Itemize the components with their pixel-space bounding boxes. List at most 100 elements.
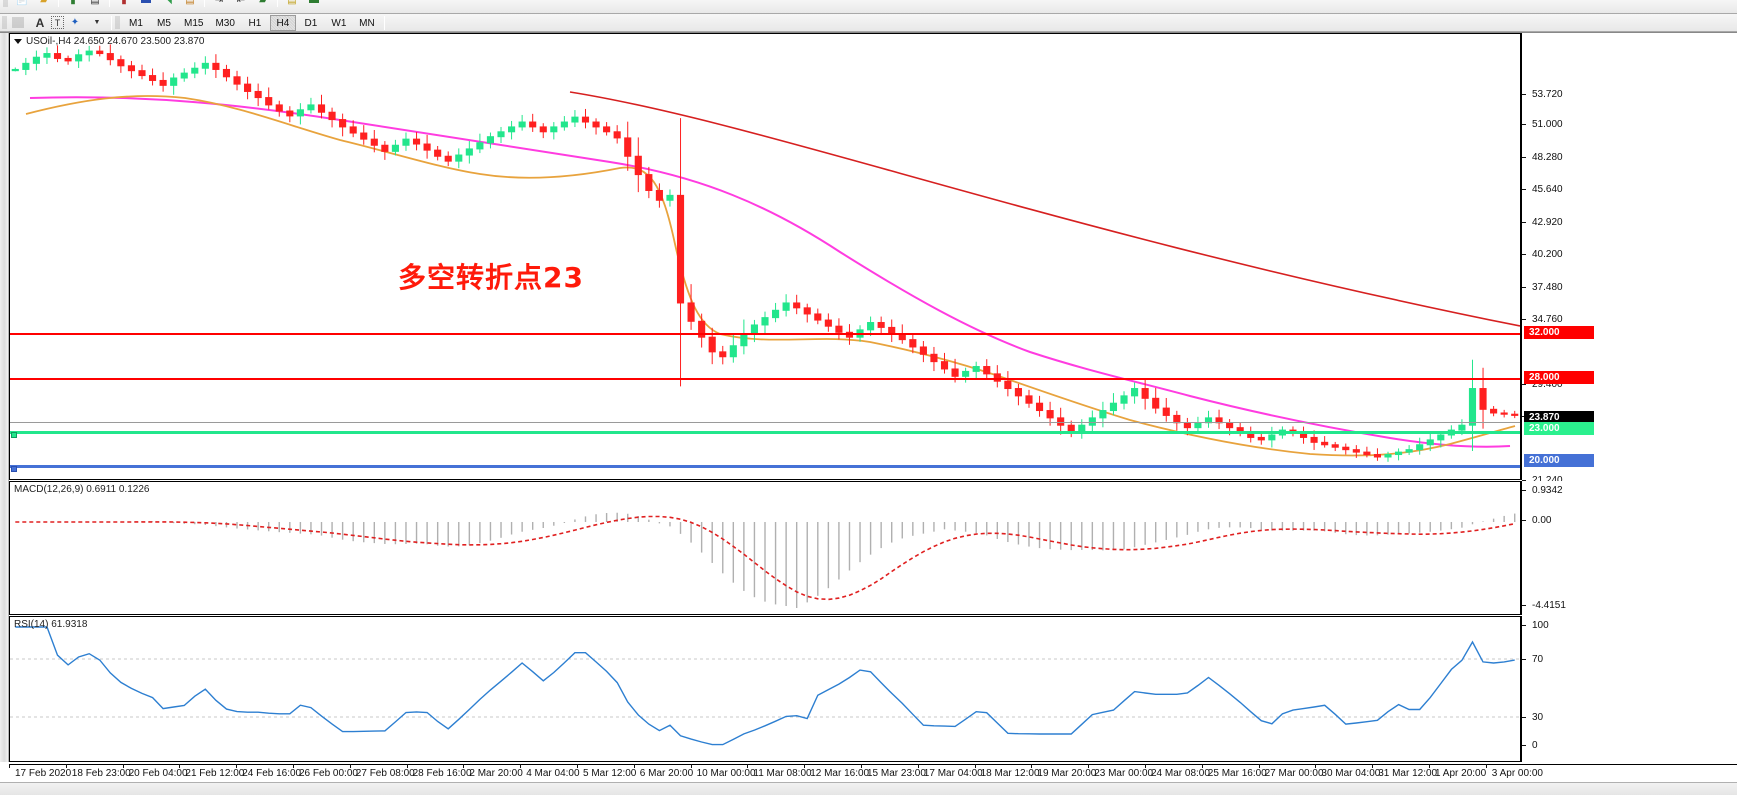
price-tick-51-000: 51.000: [1522, 119, 1563, 131]
toolbar-upper-clipped[interactable]: 📄 ▰ ▮ ▤ ▮ ▬ ◥ ▤ ⇥ ⇤ ▰ ▤ ▬: [0, 0, 1737, 14]
rsi-label: RSI(14) 61.9318: [14, 619, 88, 630]
timeframe-button-m30[interactable]: M30: [215, 17, 235, 29]
templates-icon[interactable]: ▤: [287, 0, 297, 6]
time-label-5: 26 Feb 00:00: [293, 764, 358, 779]
symbol-header-text: USOil-,H4 24.650 24.670 23.500 23.870: [26, 36, 205, 47]
toolbar-grip-icon[interactable]: [2, 16, 7, 29]
price-tag-20-000[interactable]: 20.000: [1524, 454, 1594, 467]
text-icon[interactable]: A: [35, 15, 45, 30]
level-line-20[interactable]: [10, 465, 1520, 472]
time-label-3: 21 Feb 12:00: [179, 764, 245, 779]
save-icon[interactable]: ▮: [70, 0, 76, 6]
indicators-icon[interactable]: ▰: [259, 0, 267, 6]
time-label-11: 6 Mar 20:00: [633, 764, 694, 779]
toolbar-grip-icon[interactable]: [3, 0, 8, 7]
time-label-15: 15 Mar 23:00: [861, 764, 926, 779]
status-bar: [0, 782, 1737, 795]
level-line-28[interactable]: [10, 378, 1520, 380]
timeframe-button-h1[interactable]: H1: [248, 17, 262, 29]
macd-tick-2: -4.4151: [1522, 600, 1566, 612]
price-tick-45-640: 45.640: [1522, 184, 1563, 196]
time-label-4: 24 Feb 16:00: [236, 764, 302, 779]
rsi-axis[interactable]: 100 70 30 0: [1521, 616, 1737, 762]
new-order-icon[interactable]: 📄: [15, 0, 29, 6]
print-icon[interactable]: ▤: [90, 0, 100, 6]
properties-icon[interactable]: ▬: [309, 0, 319, 6]
time-label-7: 28 Feb 16:00: [406, 764, 472, 779]
level-line-23870[interactable]: [10, 422, 1520, 423]
level-line-32[interactable]: [10, 333, 1520, 335]
bar-chart-icon[interactable]: ▮: [121, 0, 127, 6]
macd-axis[interactable]: 0.9342 0.00 -4.4151: [1521, 481, 1737, 615]
rsi-pane[interactable]: RSI(14) 61.9318: [9, 616, 1521, 762]
chart-area: USOil-,H4 24.650 24.670 23.500 23.870 多空…: [0, 32, 1737, 795]
macd-pane[interactable]: MACD(12,26,9) 0.6911 0.1226: [9, 481, 1521, 615]
time-label-16: 17 Mar 04:00: [917, 764, 983, 779]
time-label-2: 20 Feb 04:00: [122, 764, 188, 779]
time-label-6: 27 Feb 08:00: [349, 764, 415, 779]
time-label-14: 12 Mar 16:00: [804, 764, 870, 779]
time-label-9: 4 Mar 04:00: [520, 764, 580, 779]
price-tag-28-000[interactable]: 28.000: [1524, 371, 1594, 384]
timeframe-button-d1[interactable]: D1: [304, 17, 318, 29]
price-pane[interactable]: USOil-,H4 24.650 24.670 23.500 23.870 多空…: [9, 33, 1521, 480]
dropdown-caret-icon[interactable]: ▼: [93, 19, 101, 26]
timeframe-button-h4[interactable]: H4: [269, 14, 296, 31]
time-label-20: 24 Mar 08:00: [1145, 764, 1210, 779]
chart-annotation-text: 多空转折点23: [398, 261, 584, 294]
zoom-in-icon[interactable]: ▤: [185, 0, 195, 6]
price-tag-23-870[interactable]: 23.870: [1524, 411, 1594, 424]
timeframe-button-mn[interactable]: MN: [359, 17, 375, 29]
timeframe-button-group[interactable]: M1 M5 M15 M30 H1 H4 D1 W1 MN: [120, 14, 381, 31]
time-label-8: 2 Mar 20:00: [463, 764, 523, 779]
rsi-tick-0: 0: [1522, 740, 1538, 752]
macd-tick-1: 0.00: [1522, 515, 1551, 527]
time-label-1: 18 Feb 23:00: [65, 764, 131, 779]
price-tick-40-200: 40.200: [1522, 249, 1563, 261]
candlestick-series: [11, 44, 1519, 462]
time-label-23: 30 Mar 04:00: [1315, 764, 1381, 779]
timeframe-button-w1[interactable]: W1: [331, 17, 347, 29]
price-tag-32-000[interactable]: 32.000: [1524, 326, 1594, 339]
macd-tick-0: 0.9342: [1522, 485, 1563, 497]
symbol-dropdown-caret-icon[interactable]: [14, 38, 22, 44]
time-label-13: 11 Mar 08:00: [747, 764, 812, 779]
vertical-scroll-rail[interactable]: [0, 33, 9, 762]
rsi-tick-70: 70: [1522, 654, 1543, 666]
crosshair-icon[interactable]: [7, 15, 29, 31]
price-tick-21-240: 21.240: [1522, 475, 1563, 487]
timeframe-button-m5[interactable]: M5: [157, 17, 171, 29]
rsi-tick-100: 100: [1522, 620, 1549, 632]
rsi-tick-30: 30: [1522, 712, 1543, 724]
candle-chart-icon[interactable]: ▬: [141, 0, 151, 6]
timeframe-grip-icon[interactable]: [115, 16, 120, 29]
timeframe-button-m15[interactable]: M15: [184, 17, 204, 29]
time-label-25: 1 Apr 20:00: [1428, 764, 1487, 779]
magic-wand-icon[interactable]: ✦: [70, 17, 80, 28]
folder-icon[interactable]: ▰: [40, 0, 48, 6]
price-tick-42-920: 42.920: [1522, 217, 1563, 229]
price-axis[interactable]: 53.720 51.000 48.280 45.640 42.920 40.200 37.4…: [1521, 33, 1737, 519]
chart-shift-icon[interactable]: ⇤: [236, 0, 246, 6]
timeframe-button-m1[interactable]: M1: [129, 17, 143, 29]
price-tick-48-280: 48.280: [1522, 152, 1563, 164]
time-label-21: 25 Mar 16:00: [1201, 764, 1267, 779]
time-label-18: 19 Mar 20:00: [1031, 764, 1097, 779]
time-label-22: 27 Mar 00:00: [1258, 764, 1324, 779]
time-label-26: 3 Apr 00:00: [1485, 764, 1543, 779]
price-tag-23-000[interactable]: 23.000: [1524, 422, 1594, 435]
level-line-23[interactable]: [10, 431, 1520, 438]
price-tick-37-480: 37.480: [1522, 282, 1563, 294]
rsi-series: [10, 626, 1520, 746]
time-label-12: 10 Mar 00:00: [690, 764, 756, 779]
time-label-17: 18 Mar 12:00: [974, 764, 1040, 779]
toolbar-drawing-and-timeframes[interactable]: A T ✦ ▼ M1 M5 M15 M30 H1 H4 D1 W1 MN: [0, 14, 1737, 32]
time-axis[interactable]: 17 Feb 2020 18 Feb 23:00 20 Feb 04:00 21 Fe…: [8, 764, 1737, 782]
autoscroll-icon[interactable]: ⇥: [214, 0, 224, 6]
macd-series: [15, 512, 1516, 608]
line-chart-icon[interactable]: ◥: [164, 0, 172, 6]
label-icon[interactable]: T: [51, 16, 64, 29]
symbol-header: USOil-,H4 24.650 24.670 23.500 23.870: [14, 36, 204, 47]
time-label-10: 5 Mar 12:00: [576, 764, 637, 779]
